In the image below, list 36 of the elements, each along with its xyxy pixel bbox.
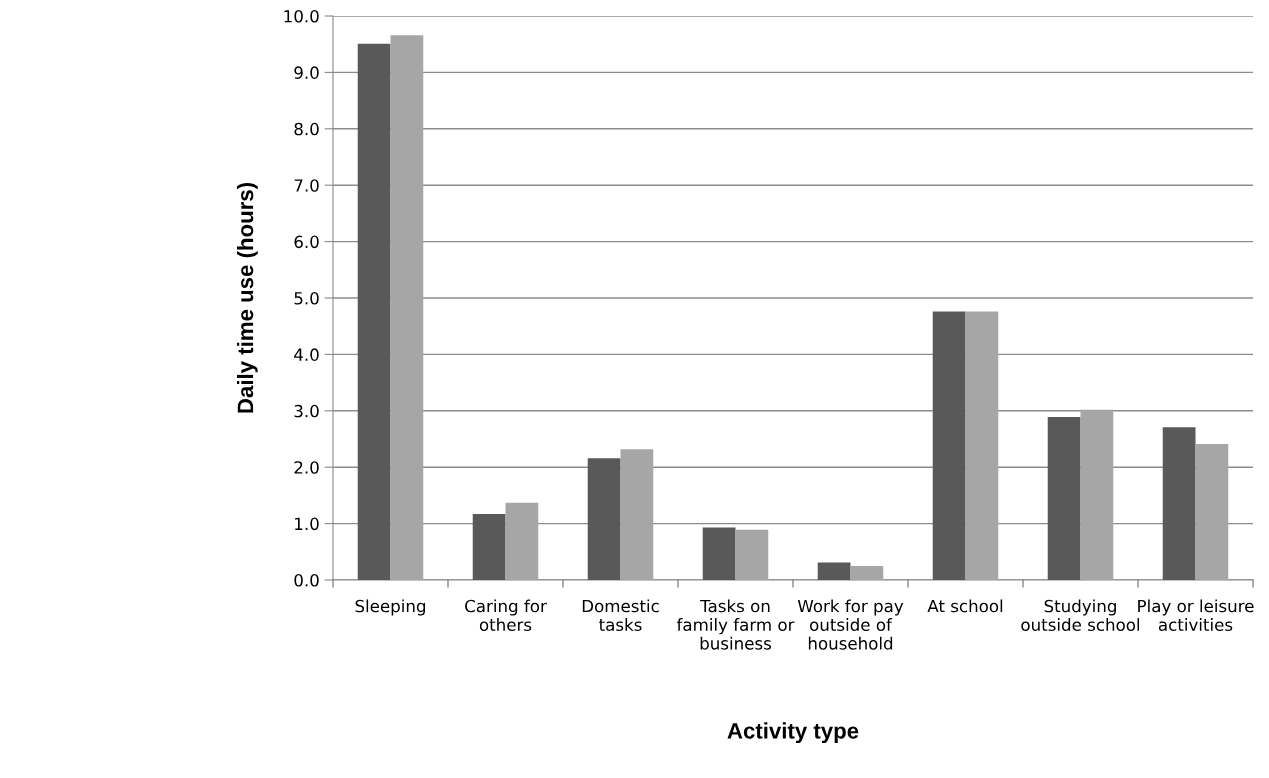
bar <box>505 502 539 580</box>
y-tick-label: 1.0 <box>295 517 319 531</box>
bar <box>817 562 851 580</box>
y-tick-label: 5.0 <box>294 291 319 305</box>
bar <box>1080 409 1114 580</box>
bar <box>472 514 506 580</box>
y-axis-title: Daily time use (hours) <box>236 183 258 413</box>
bar <box>357 43 391 580</box>
bar <box>587 458 621 580</box>
x-axis-title: Activity type <box>727 722 859 744</box>
x-tick-label: At school <box>927 599 1003 613</box>
bar <box>932 311 966 580</box>
x-tick-label: Sleeping <box>355 599 426 616</box>
y-tick-label: 6.0 <box>294 235 319 249</box>
x-tick-label: Tasks on family farm or business <box>676 599 795 650</box>
bar <box>735 529 769 580</box>
y-tick-label: 8.0 <box>294 122 319 136</box>
bar <box>1047 417 1081 580</box>
y-tick-label: 0.0 <box>294 573 319 587</box>
y-tick-label: 10.0 <box>284 9 319 23</box>
y-tick-label: 7.0 <box>294 179 319 192</box>
bar <box>1195 444 1229 580</box>
x-tick-label: Domestic tasks <box>582 599 659 632</box>
bar <box>850 565 884 580</box>
y-tick-label: 4.0 <box>294 348 319 361</box>
x-tick-label: Play or leisure activities <box>1138 599 1254 632</box>
bar <box>390 35 424 580</box>
y-tick-label: 9.0 <box>294 66 319 79</box>
bar <box>965 311 999 580</box>
y-tick-label: 3.0 <box>294 404 319 418</box>
y-tick-label: 2.0 <box>294 461 319 474</box>
x-tick-label: Caring for others <box>465 599 547 632</box>
bar <box>1162 427 1196 580</box>
bar <box>702 527 736 580</box>
x-tick-label: Work for pay outside of household <box>797 599 904 650</box>
bar <box>620 449 654 580</box>
